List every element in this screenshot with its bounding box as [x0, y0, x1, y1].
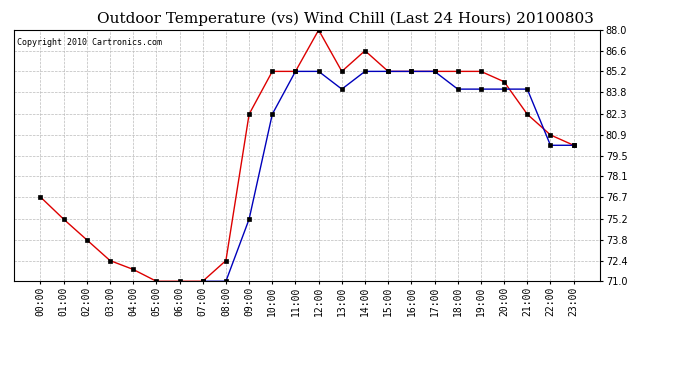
Text: Outdoor Temperature (vs) Wind Chill (Last 24 Hours) 20100803: Outdoor Temperature (vs) Wind Chill (Las… — [97, 11, 593, 26]
Text: Copyright 2010 Cartronics.com: Copyright 2010 Cartronics.com — [17, 38, 161, 46]
